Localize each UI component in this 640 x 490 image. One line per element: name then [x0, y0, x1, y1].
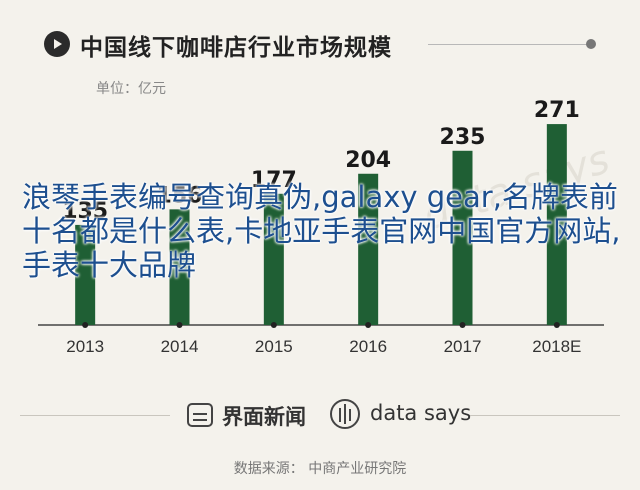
data-label-2013: 135 [62, 199, 108, 224]
bar-2016 [358, 173, 379, 325]
x-tick-label-2018E: 2018E [532, 337, 581, 356]
bar-2013 [75, 224, 96, 325]
bar-2017 [452, 150, 473, 325]
play-icon [44, 31, 70, 57]
footer-divider-left [20, 415, 170, 416]
title-end-dot [586, 39, 596, 49]
chart-title: 中国线下咖啡店行业市场规模 [80, 35, 392, 61]
footer-divider-right [470, 415, 620, 416]
footer-brands: 界面新闻 data says [20, 395, 620, 435]
tick-dot-2013 [82, 322, 89, 328]
x-tick-label-2013: 2013 [66, 337, 104, 356]
title-divider [428, 44, 590, 45]
x-tick-label-2015: 2015 [255, 337, 293, 356]
data-label-2018E: 271 [534, 98, 580, 123]
bar-2014 [169, 209, 190, 325]
data-source: 数据来源： 中商产业研究院 [233, 461, 407, 477]
jiemian-logo-icon [187, 403, 213, 427]
datasays-brand: data says [370, 401, 472, 425]
datasays-logo-icon [330, 399, 360, 429]
tick-dot-2018E [553, 322, 560, 328]
tick-dot-2014 [176, 322, 183, 328]
data-label-2015: 177 [251, 168, 297, 193]
x-tick-label-2017: 2017 [444, 337, 482, 356]
tick-dot-2016 [365, 322, 372, 328]
tick-dot-2017 [459, 322, 466, 328]
bar-2015 [263, 193, 284, 325]
data-label-2014: 156 [157, 183, 203, 208]
x-tick-label-2014: 2014 [161, 337, 199, 356]
data-label-2016: 204 [345, 148, 391, 173]
chart-title-row: 中国线下咖啡店行业市场规模 [38, 26, 604, 62]
x-tick-label-2016: 2016 [349, 337, 387, 356]
data-label-2017: 235 [440, 125, 486, 150]
bar-2018E [546, 124, 567, 325]
tick-dot-2015 [270, 322, 277, 328]
jiemian-brand: 界面新闻 [222, 405, 306, 429]
unit-label: 单位：亿元 [96, 81, 166, 97]
overlay-text: 浪琴手表编号查询真伪,galaxy gear,名牌表前十名都是什么表,卡地亚手表… [22, 180, 621, 282]
